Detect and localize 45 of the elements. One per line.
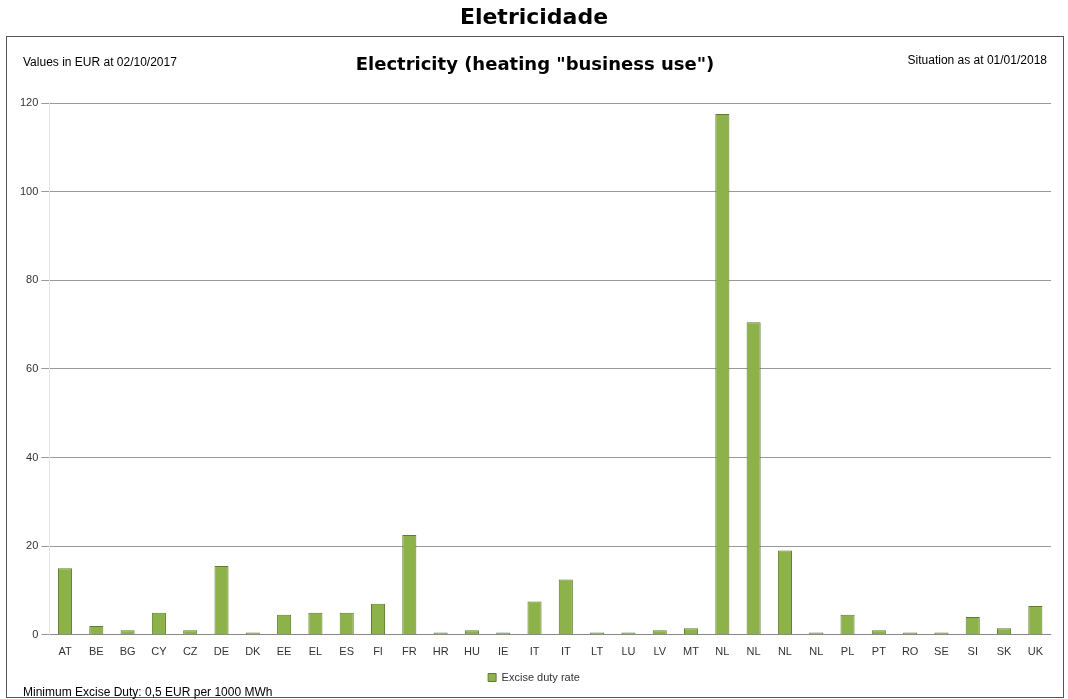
- x-tick-label: IT: [560, 645, 571, 658]
- y-tick-label: 0: [32, 627, 39, 640]
- x-tick-label: SE: [934, 645, 949, 658]
- x-tick-label: EE: [276, 645, 292, 658]
- x-tick-label: ES: [339, 645, 355, 658]
- chart-title: Eletricidade: [458, 4, 610, 29]
- y-tick-label: 80: [26, 273, 39, 286]
- x-tick-label: UK: [1027, 645, 1044, 658]
- y-tick-label: 60: [26, 361, 39, 374]
- y-tick-label: 20: [26, 539, 39, 552]
- x-tick-label: SK: [996, 645, 1013, 658]
- x-tick-label: HU: [463, 645, 480, 658]
- text: Minimum Excise Duty: 0,5 EUR per 1000 MWh: [23, 685, 273, 699]
- x-tick-label: PT: [871, 645, 887, 658]
- x-tick-label: CZ: [182, 645, 198, 658]
- x-tick-label: BG: [119, 645, 136, 658]
- x-tick-label: DK: [245, 645, 262, 658]
- y-tick-label: 120: [19, 96, 39, 109]
- x-tick-label: BE: [88, 645, 104, 658]
- x-tick-label: HR: [432, 645, 449, 658]
- x-tick-label: NL: [777, 645, 792, 658]
- x-tick-label: IT: [529, 645, 540, 658]
- x-tick-label: LV: [653, 645, 667, 658]
- chart-subtitle: Electricity (heating "business use"): [355, 53, 715, 74]
- x-tick-label: PL: [840, 645, 855, 658]
- x-tick-label: MT: [683, 645, 700, 658]
- x-tick-label: NL: [715, 645, 730, 658]
- x-tick-label: DE: [213, 645, 230, 658]
- x-tick-label: AT: [58, 645, 72, 658]
- x-tick-label: IE: [498, 645, 509, 658]
- x-tick-label: NL: [809, 645, 824, 658]
- x-tick-label: EL: [308, 645, 323, 658]
- x-tick-label: FR: [401, 645, 417, 658]
- x-tick-label: RO: [901, 645, 919, 658]
- legend-label: Excise duty rate: [501, 670, 580, 683]
- x-tick-label: SI: [967, 645, 978, 658]
- x-tick-label: FI: [373, 645, 383, 658]
- x-tick-label: CY: [151, 645, 168, 658]
- x-tick-label: LU: [621, 645, 636, 658]
- text: Situation as at 01/01/2018: [907, 53, 1047, 67]
- x-tick-label: NL: [746, 645, 761, 658]
- y-tick-label: 40: [26, 450, 39, 463]
- text: Values in EUR at 02/10/2017: [23, 55, 177, 69]
- x-tick-label: LT: [591, 645, 604, 658]
- y-tick-label: 100: [19, 184, 39, 197]
